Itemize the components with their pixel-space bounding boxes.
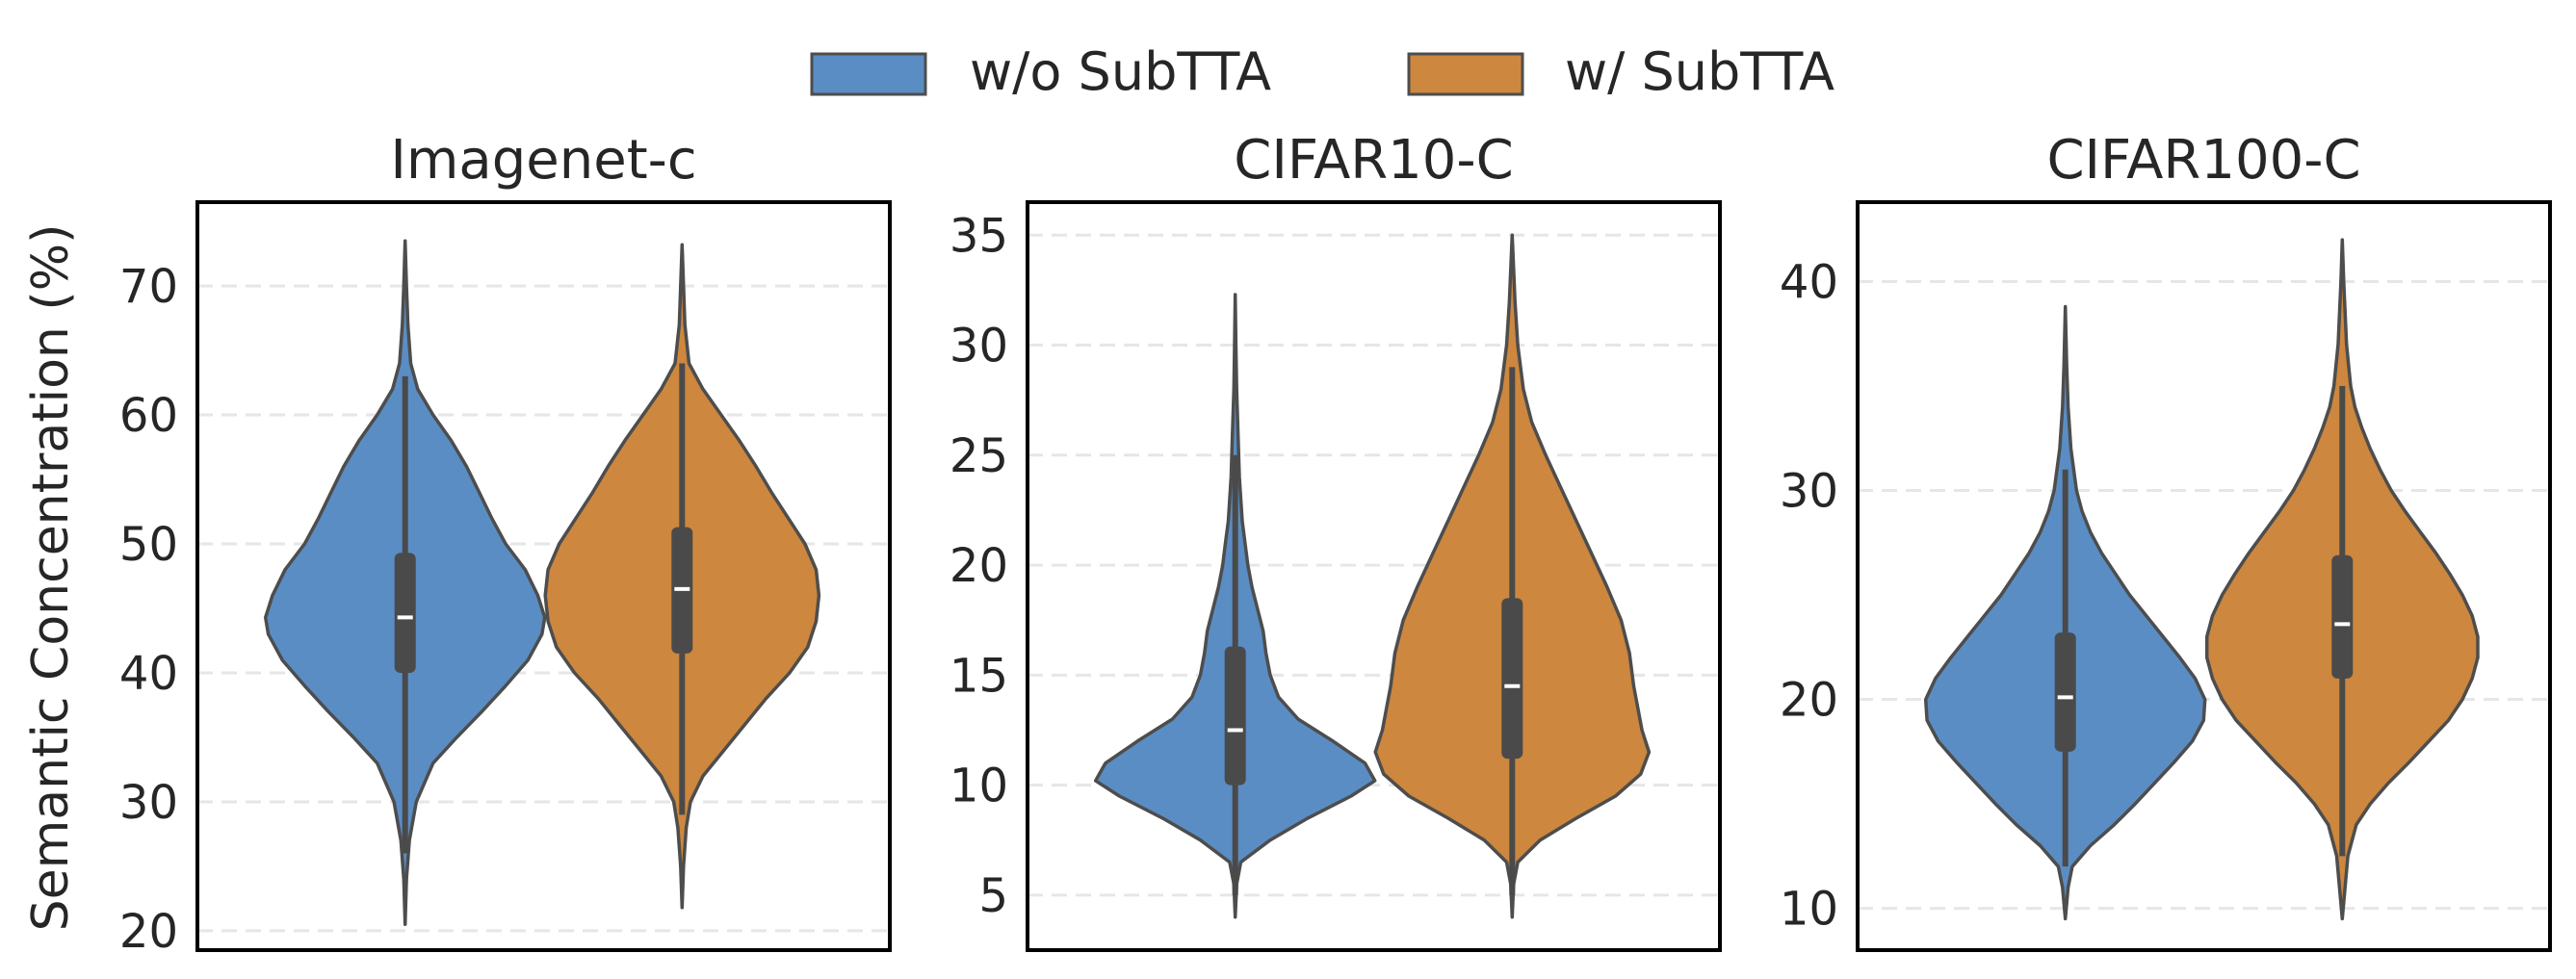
panel-title: CIFAR100-C bbox=[2046, 129, 2360, 192]
panel-frame bbox=[1026, 200, 1722, 952]
y-tick-label: 5 bbox=[978, 869, 1008, 923]
y-tick-label: 20 bbox=[950, 539, 1008, 593]
panel-title: Imagenet-c bbox=[390, 129, 696, 192]
y-tick-label: 15 bbox=[950, 649, 1008, 703]
y-tick-label: 40 bbox=[119, 647, 178, 701]
y-tick-label: 20 bbox=[119, 905, 178, 959]
y-tick-label: 70 bbox=[119, 260, 178, 314]
y-tick-label: 30 bbox=[1780, 465, 1838, 519]
y-tick-label: 35 bbox=[950, 209, 1008, 263]
iqr-box bbox=[2054, 632, 2076, 752]
legend-label-without: w/o SubTTA bbox=[970, 41, 1271, 102]
panel-0: 20 30 40 50 60 70 Imagenet-c bbox=[119, 129, 892, 959]
legend: w/o SubTTA w/ SubTTA bbox=[810, 41, 1834, 102]
panel-title: CIFAR10-C bbox=[1234, 129, 1513, 192]
panel-frame bbox=[195, 200, 892, 952]
iqr-box bbox=[2331, 554, 2354, 679]
y-axis-label: Semantic Concentration (%) bbox=[22, 224, 80, 932]
y-tick-label: 60 bbox=[119, 389, 178, 443]
legend-swatch-without bbox=[810, 52, 927, 96]
y-tick-label: 40 bbox=[1780, 255, 1838, 309]
panel-2: 10 20 30 40 CIFAR100-C bbox=[1780, 129, 2552, 952]
legend-swatch-with bbox=[1407, 52, 1524, 96]
y-tick-label: 10 bbox=[950, 760, 1008, 813]
panel-frame bbox=[1856, 200, 2552, 952]
panel-1: 5 10 15 20 25 30 35 CIFAR10-C bbox=[950, 129, 1722, 952]
y-tick-label: 20 bbox=[1780, 674, 1838, 728]
iqr-box bbox=[1224, 646, 1246, 786]
y-tick-label: 50 bbox=[119, 518, 178, 572]
iqr-box bbox=[1501, 598, 1523, 760]
y-tick-label: 10 bbox=[1780, 883, 1838, 937]
legend-label-with: w/ SubTTA bbox=[1565, 41, 1834, 102]
y-tick-label: 25 bbox=[950, 429, 1008, 483]
iqr-box bbox=[394, 553, 416, 673]
y-tick-label: 30 bbox=[119, 776, 178, 830]
y-tick-label: 30 bbox=[950, 320, 1008, 374]
